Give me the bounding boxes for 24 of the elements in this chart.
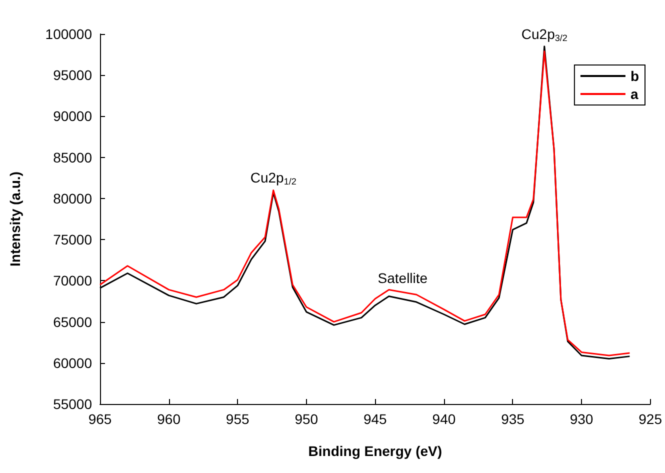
y-tick-label: 55000 [53,396,92,412]
x-tick-label: 940 [432,411,456,427]
y-tick-label: 85000 [53,149,92,166]
y-tick-label: 100000 [45,26,92,42]
x-tick-label: 930 [570,411,594,427]
y-tick-label: 95000 [53,67,92,84]
y-tick-label: 80000 [53,190,92,206]
y-tick-label: 75000 [53,232,92,248]
x-axis-title: Binding Energy (eV) [308,443,442,459]
legend-label: b [630,68,640,84]
x-tick-label: 925 [638,411,662,427]
y-tick-label: 65000 [53,314,92,330]
y-tick-label: 70000 [53,272,92,289]
y-tick-label: 60000 [53,354,92,371]
annotation: Satellite [378,270,428,286]
x-tick-label: 960 [157,411,181,427]
y-axis-title: Intensity (a.u.) [7,172,23,266]
x-tick-label: 965 [88,411,112,427]
legend-label: a [630,86,638,102]
x-tick-label: 955 [226,411,250,427]
x-tick-label: 935 [501,411,525,427]
y-tick-label: 90000 [53,108,92,124]
x-tick-label: 945 [363,411,388,427]
x-tick-label: 950 [294,411,318,427]
